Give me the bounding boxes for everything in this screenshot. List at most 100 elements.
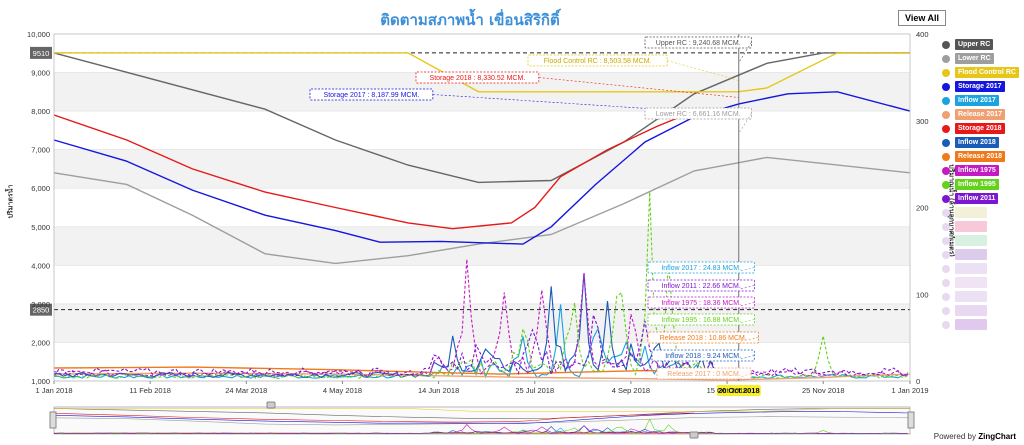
tooltip-label: Storage 2018 : 8,330.52 MCM.: [430, 75, 526, 82]
legend-label: [955, 235, 987, 246]
legend-item[interactable]: Inflow 1975: [940, 164, 1024, 178]
x-tick-label: 4 May 2018: [323, 386, 362, 395]
tooltip-label: Lower RC : 6,661.16 MCM.: [656, 111, 741, 118]
series-line-flood-control-rc: [54, 52, 910, 93]
y-tick-label: 10,000: [27, 30, 50, 39]
tooltip: Lower RC : 6,661.16 MCM.: [644, 107, 752, 134]
tooltip-label: Storage 2017 : 8,187.99 MCM.: [324, 92, 420, 99]
y-axis-label: ปริมาตรน้ำ: [7, 184, 15, 219]
tooltip-label: Release 2017 : 0 MCM.: [667, 371, 741, 378]
tooltip-connector: [538, 77, 739, 98]
legend-item[interactable]: Upper RC: [940, 38, 1024, 52]
tooltip: Inflow 1995 : 16.88 MCM.: [647, 313, 755, 326]
legend-item[interactable]: Inflow 2011: [940, 192, 1024, 206]
plot-frame: [53, 33, 911, 382]
chart-title: ติดตามสภาพน้ำ เขื่อนสิริกิติ์: [380, 11, 560, 29]
legend-label: [955, 291, 987, 302]
legend-label: [955, 319, 987, 330]
legend-item[interactable]: Storage 2018: [940, 122, 1024, 136]
legend-label: [955, 249, 987, 260]
legend-marker-icon: [942, 265, 950, 273]
tooltips: Upper RC : 9,240.68 MCM. Flood Control RC…: [309, 36, 759, 380]
legend-label: Release 2017: [955, 109, 1005, 120]
tooltip-connector: [738, 319, 755, 324]
legend-marker-icon: [942, 69, 950, 77]
legend-label: Inflow 1975: [955, 165, 999, 176]
legend-item[interactable]: [940, 220, 1024, 234]
legend-label: Storage 2017: [955, 81, 1005, 92]
legend-item[interactable]: [940, 304, 1024, 318]
y-tick-label: 9,000: [31, 69, 50, 78]
legend-item[interactable]: [940, 262, 1024, 276]
legend-label: [955, 277, 987, 288]
legend-marker-icon: [942, 293, 950, 301]
legend-label: [955, 221, 987, 232]
legend-item[interactable]: [940, 318, 1024, 332]
tooltip-label: Inflow 1995 : 16.88 MCM.: [661, 317, 741, 324]
series-line-inflow-1995: [53, 192, 908, 380]
legend-label: Storage 2018: [955, 123, 1005, 134]
legend-item[interactable]: Inflow 2017: [940, 94, 1024, 108]
legend-label: Release 2018: [955, 151, 1005, 162]
x-tick-label: 15 Oct 2018: [707, 386, 748, 395]
y-tick-label: 7,000: [31, 146, 50, 155]
tooltip-connector: [432, 94, 739, 115]
legend-marker-icon: [942, 111, 950, 119]
x-tick-label: 1 Jan 2018: [35, 386, 72, 395]
legend-item[interactable]: Inflow 1995: [940, 178, 1024, 192]
legend-marker-icon: [942, 209, 950, 217]
preview-line: [53, 411, 911, 424]
legend-item[interactable]: Release 2017: [940, 108, 1024, 122]
series-line-storage-2018: [53, 110, 695, 230]
legend-item[interactable]: Inflow 2018: [940, 136, 1024, 150]
legend-marker-icon: [942, 251, 950, 259]
legend-label: [955, 207, 987, 218]
tooltip-box: [647, 331, 759, 344]
reference-line-tag: [30, 46, 52, 59]
legend-marker-icon: [942, 125, 950, 133]
grid-bands: [54, 72, 910, 343]
y-tick-label: 4,000: [31, 261, 50, 270]
series-line-storage-2017: [53, 91, 911, 245]
legend-marker-icon: [942, 307, 950, 315]
crosshair-date-badge: [716, 385, 761, 396]
preview-line: [53, 428, 908, 434]
legend-marker-icon: [942, 83, 950, 91]
legend-item[interactable]: Release 2018: [940, 150, 1024, 164]
reference-line-label: 2850: [33, 306, 50, 315]
legend-item[interactable]: [940, 248, 1024, 262]
tooltip-label: Upper RC : 9,240.68 MCM.: [656, 40, 741, 47]
legend-item[interactable]: [940, 290, 1024, 304]
tooltip-label: Inflow 2017 : 24.83 MCM.: [661, 265, 741, 272]
legend-item[interactable]: [940, 206, 1024, 220]
x-tick-label: 24 Mar 2018: [225, 386, 267, 395]
preview-handle-bottom: [689, 431, 699, 439]
tooltip-connector: [738, 267, 755, 272]
grid-band: [54, 303, 910, 343]
preview-line: [53, 408, 910, 419]
legend-item[interactable]: [940, 276, 1024, 290]
series-line-upper-rc: [53, 52, 910, 184]
legend-marker-icon: [942, 41, 950, 49]
view-all-button[interactable]: View All: [898, 10, 946, 26]
legend-label: Upper RC: [955, 39, 994, 50]
legend-marker-icon: [942, 55, 950, 63]
legend-item[interactable]: Flood Control RC: [940, 66, 1024, 80]
zingchart-brand[interactable]: ZingChart: [978, 432, 1016, 441]
legend-marker-icon: [942, 153, 950, 161]
legend: Upper RC Lower RC Flood Control RC Storage …: [940, 38, 1024, 332]
series-line-release-2017: [53, 372, 911, 381]
tooltip-label: Inflow 1975 : 18.36 MCM.: [661, 300, 741, 307]
legend-marker-icon: [942, 321, 950, 329]
legend-item[interactable]: Storage 2017: [940, 80, 1024, 94]
reference-line-label: 9510: [33, 49, 50, 58]
y-tick-label: 5,000: [31, 223, 50, 232]
grid-band: [54, 226, 910, 266]
y-tick-label: 8,000: [31, 107, 50, 116]
legend-item[interactable]: [940, 234, 1024, 248]
legend-marker-icon: [942, 139, 950, 147]
tooltip: Storage 2018 : 8,330.52 MCM.: [415, 71, 739, 98]
legend-item[interactable]: Lower RC: [940, 52, 1024, 66]
preview-line: [54, 408, 910, 412]
chart-area[interactable]: 9510 2850 20 Oct 2018 Upper RC : 9,240.68…: [0, 0, 940, 445]
